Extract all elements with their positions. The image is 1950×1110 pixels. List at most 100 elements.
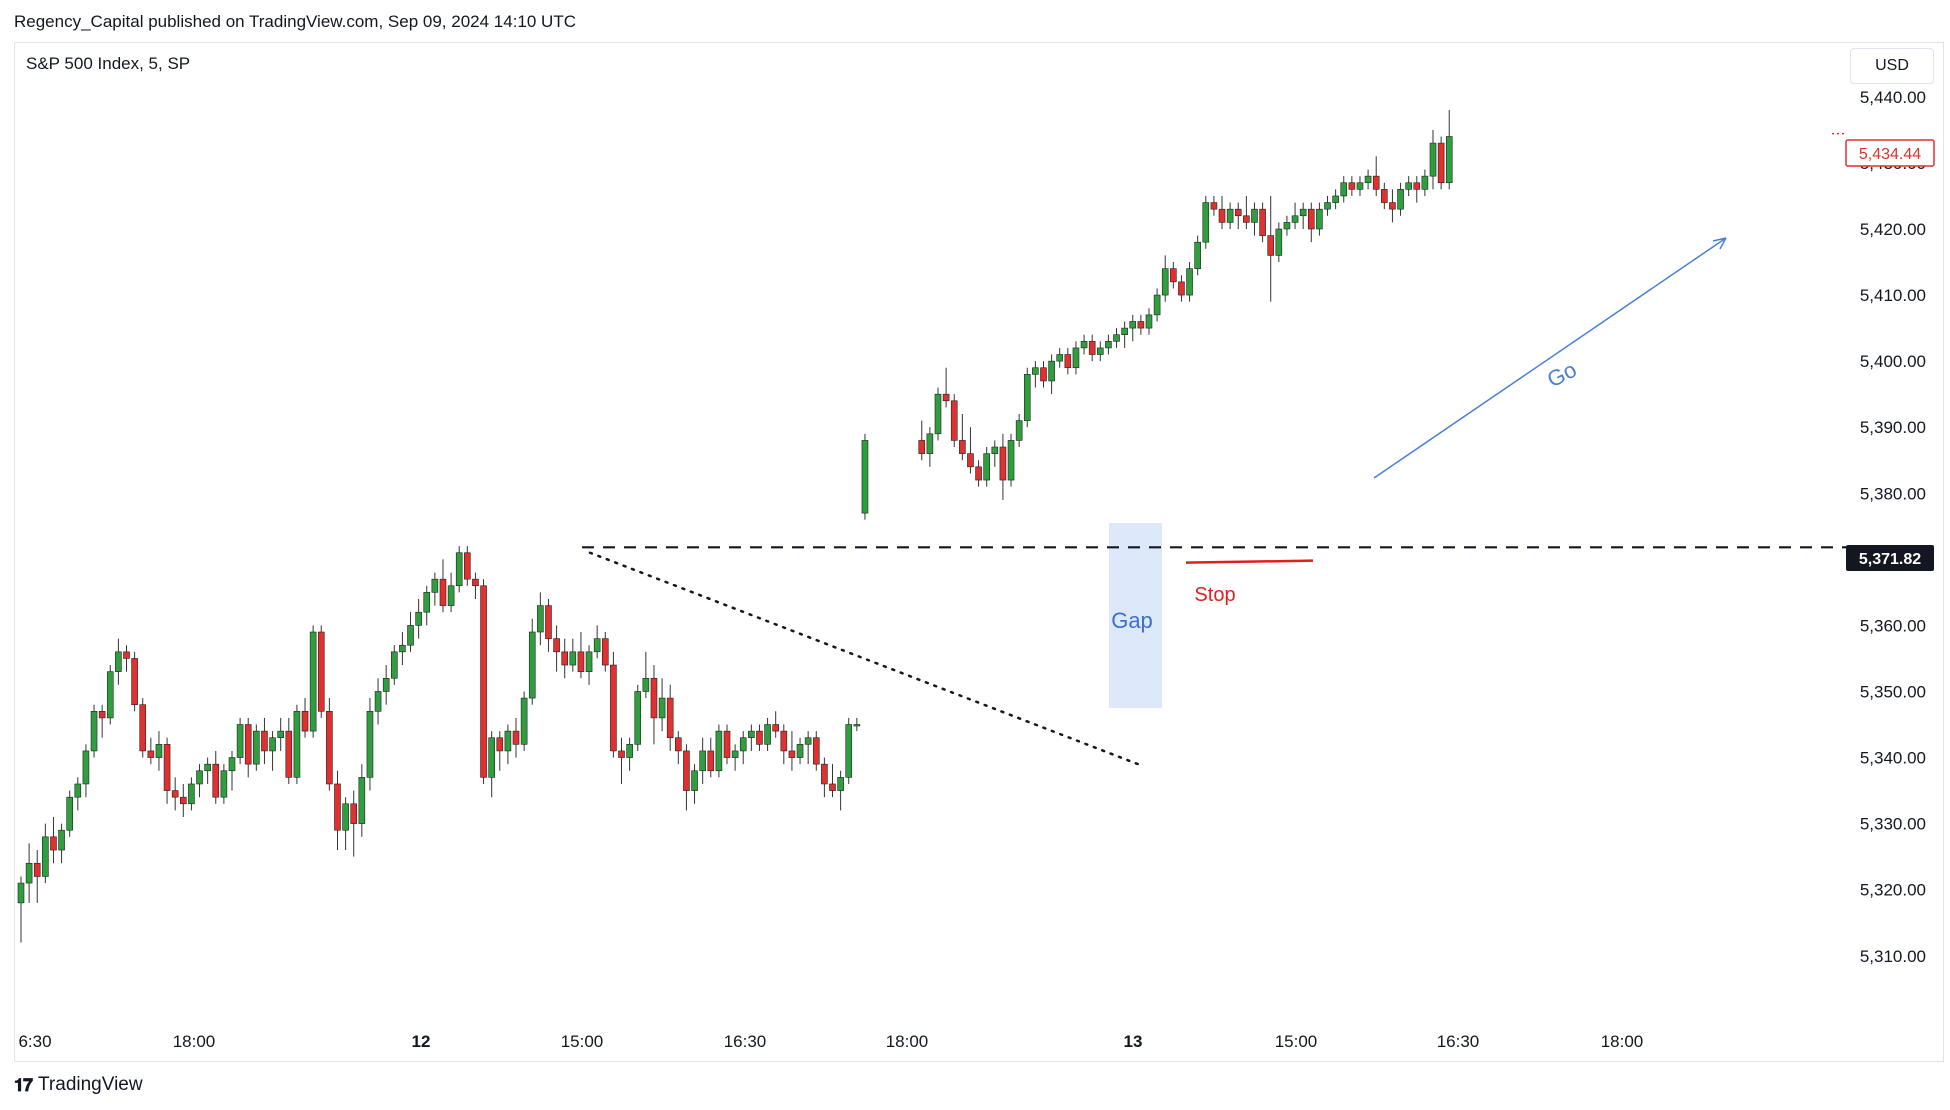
candle [350,790,358,857]
candle [1340,176,1348,203]
candle-body [1291,215,1299,223]
price-tick-label: 5,320.00 [1860,881,1926,900]
candle-body [1178,281,1185,296]
time-axis[interactable]: 6:30 18:00 12 15:00 16:30 18:00 13 15:00 16:30 18… [18,1032,1643,1051]
candle-body [228,757,236,772]
candle [147,737,155,765]
candle-body [821,763,828,785]
candle [1234,202,1242,229]
last-price-tag [1845,139,1935,167]
price-axis[interactable]: 5,440.005,430.005,420.005,410.005,400.00… [1860,88,1926,966]
candle [1137,314,1145,335]
candle-body [731,750,739,758]
candle-body [1023,374,1031,421]
gap-zone-rect [1109,523,1162,708]
candle-body [488,737,495,778]
symbol-title[interactable]: S&P 500 Index, 5, SP [26,54,191,73]
price-tick-label: 5,310.00 [1860,947,1926,966]
candle [796,737,804,765]
candle [1080,334,1088,355]
candle [593,625,601,659]
time-tick-label: 16:30 [724,1032,767,1051]
candle-body [691,770,698,791]
candle-body [415,611,422,626]
candle-body [1194,241,1201,269]
candle [285,717,293,784]
price-tick-label: 5,440.00 [1860,88,1926,107]
candle-body [1348,182,1356,190]
candle-body [756,730,763,745]
candle [293,704,301,784]
candle-body [374,691,382,712]
candle [504,724,512,765]
candle-body [699,750,706,772]
candle [756,724,763,751]
candle-body [1088,341,1096,355]
candle-body [1324,202,1331,210]
candle-body [33,862,41,877]
candle [1056,347,1064,368]
candle [1121,321,1128,348]
candle-body [74,783,82,798]
candle-body [1202,202,1210,243]
candle-body [253,730,260,765]
candle-body [106,671,114,719]
currency-button[interactable]: USD [1850,48,1934,84]
candle [804,731,812,765]
candle [342,797,349,851]
candle-body [829,783,836,791]
candle-body [1299,208,1307,217]
time-tick-label: 18:00 [886,1032,929,1051]
candle [309,625,317,738]
candle-body [1153,294,1161,316]
candle-body [1445,136,1453,184]
gap-label: Gap [1111,608,1153,633]
candle [423,585,431,626]
candle [1023,367,1031,428]
candle [1437,136,1445,190]
candle [837,770,844,811]
candle-body [293,710,301,778]
time-tick-label: 15:00 [1275,1032,1318,1051]
candle-body [861,440,869,514]
candle-body [1072,347,1080,369]
candle [528,618,536,705]
candle-body [163,744,171,791]
candle [748,724,755,751]
publish-info: Regency_Capital published on TradingView… [14,12,576,31]
candle-body [1413,182,1421,190]
candle-body [504,730,512,752]
candle [1251,202,1258,236]
candle-body [658,697,666,719]
candle-body [837,777,844,791]
candle-body [1161,268,1169,296]
candle [1243,195,1250,229]
stop-line [1185,559,1314,564]
candle-body [180,796,187,805]
candle-body [626,744,633,758]
candle-body [1332,195,1339,203]
footer-brand[interactable]: 𝟏𝟕 TradingView [14,1074,143,1096]
candle [439,559,447,613]
time-tick-label: 12 [412,1032,431,1051]
candle [918,420,926,461]
candle [407,612,414,652]
candle-body [115,651,122,672]
candle-body [1064,354,1072,369]
candle [845,717,853,784]
candle-body [715,730,723,772]
candle [358,764,366,837]
stop-label: Stop [1194,584,1235,606]
candle-body [1186,268,1193,296]
go-label: Go [1543,357,1581,393]
candle-body [188,783,195,805]
candle-body [1397,189,1404,210]
time-tick-label: 6:30 [18,1032,51,1051]
candle-body [342,803,349,831]
candle-body [1210,202,1218,210]
candle [228,750,236,791]
candle [926,427,934,467]
candle [764,717,771,751]
candle [812,731,820,771]
